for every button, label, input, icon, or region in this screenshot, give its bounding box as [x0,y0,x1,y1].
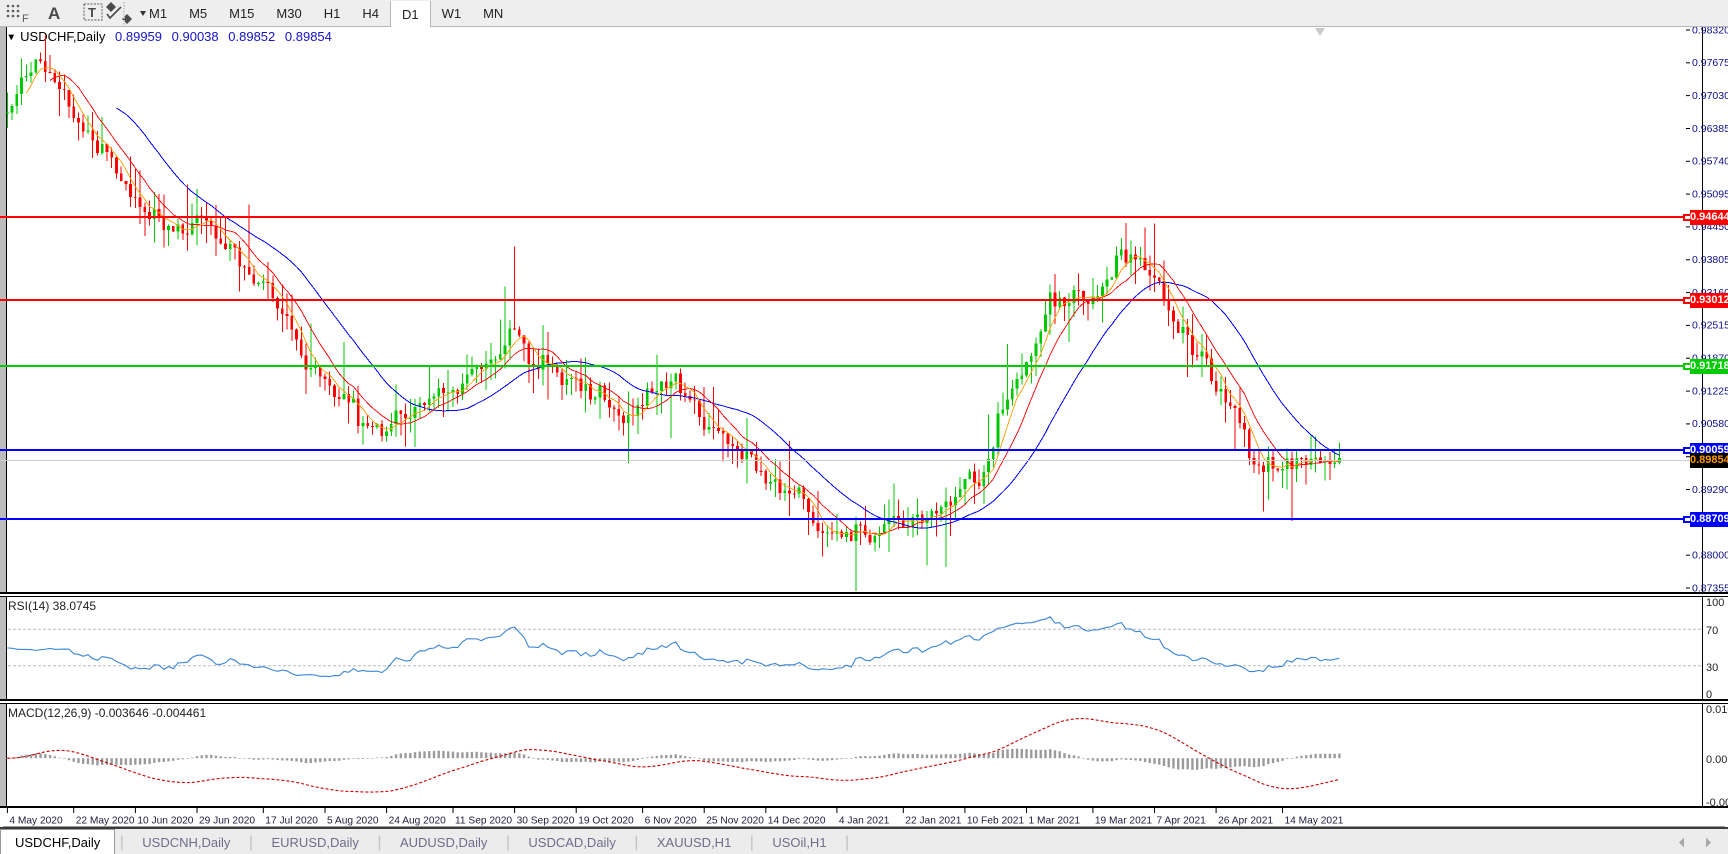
svg-text:14 Dec 2020: 14 Dec 2020 [768,816,826,827]
svg-text:T: T [88,5,96,20]
svg-text:26 Apr 2021: 26 Apr 2021 [1218,816,1273,827]
svg-text:30 Sep 2020: 30 Sep 2020 [517,816,575,827]
svg-text:5 Aug 2020: 5 Aug 2020 [327,816,379,827]
svg-text:0.98320: 0.98320 [1692,27,1728,36]
svg-text:17 Jul 2020: 17 Jul 2020 [265,816,318,827]
svg-text:0.96385: 0.96385 [1692,123,1728,135]
svg-text:0.95095: 0.95095 [1692,188,1728,200]
svg-text:0.95740: 0.95740 [1692,156,1728,168]
svg-text:7 Apr 2021: 7 Apr 2021 [1157,816,1207,827]
svg-text:F: F [22,13,29,25]
svg-text:10 Jun 2020: 10 Jun 2020 [137,816,193,827]
svg-text:4 May 2020: 4 May 2020 [9,816,63,827]
svg-text:1 Mar 2021: 1 Mar 2021 [1029,816,1081,827]
svg-text:14 May 2021: 14 May 2021 [1285,816,1344,827]
svg-text:25 Nov 2020: 25 Nov 2020 [706,816,764,827]
svg-text:A: A [48,4,60,23]
svg-text:4 Jan 2021: 4 Jan 2021 [839,816,890,827]
svg-text:0.91225: 0.91225 [1692,385,1728,397]
svg-text:19 Oct 2020: 19 Oct 2020 [578,816,634,827]
svg-text:0.87355: 0.87355 [1692,582,1728,594]
svg-text:22 May 2020: 22 May 2020 [76,816,135,827]
svg-text:0.97675: 0.97675 [1692,57,1728,69]
svg-text:0.88000: 0.88000 [1692,550,1728,562]
svg-text:24 Aug 2020: 24 Aug 2020 [389,816,447,827]
svg-text:0.89290: 0.89290 [1692,484,1728,496]
svg-text:11 Sep 2020: 11 Sep 2020 [455,816,512,827]
svg-text:0.90580: 0.90580 [1692,418,1728,430]
svg-text:6 Nov 2020: 6 Nov 2020 [645,816,697,827]
svg-text:0.92515: 0.92515 [1692,320,1728,332]
svg-text:29 Jun 2020: 29 Jun 2020 [199,816,255,827]
svg-text:0.97030: 0.97030 [1692,90,1728,102]
svg-text:22 Jan 2021: 22 Jan 2021 [905,816,961,827]
svg-text:0.93805: 0.93805 [1692,254,1728,266]
svg-text:19 Mar 2021: 19 Mar 2021 [1095,816,1153,827]
svg-text:10 Feb 2021: 10 Feb 2021 [967,816,1025,827]
